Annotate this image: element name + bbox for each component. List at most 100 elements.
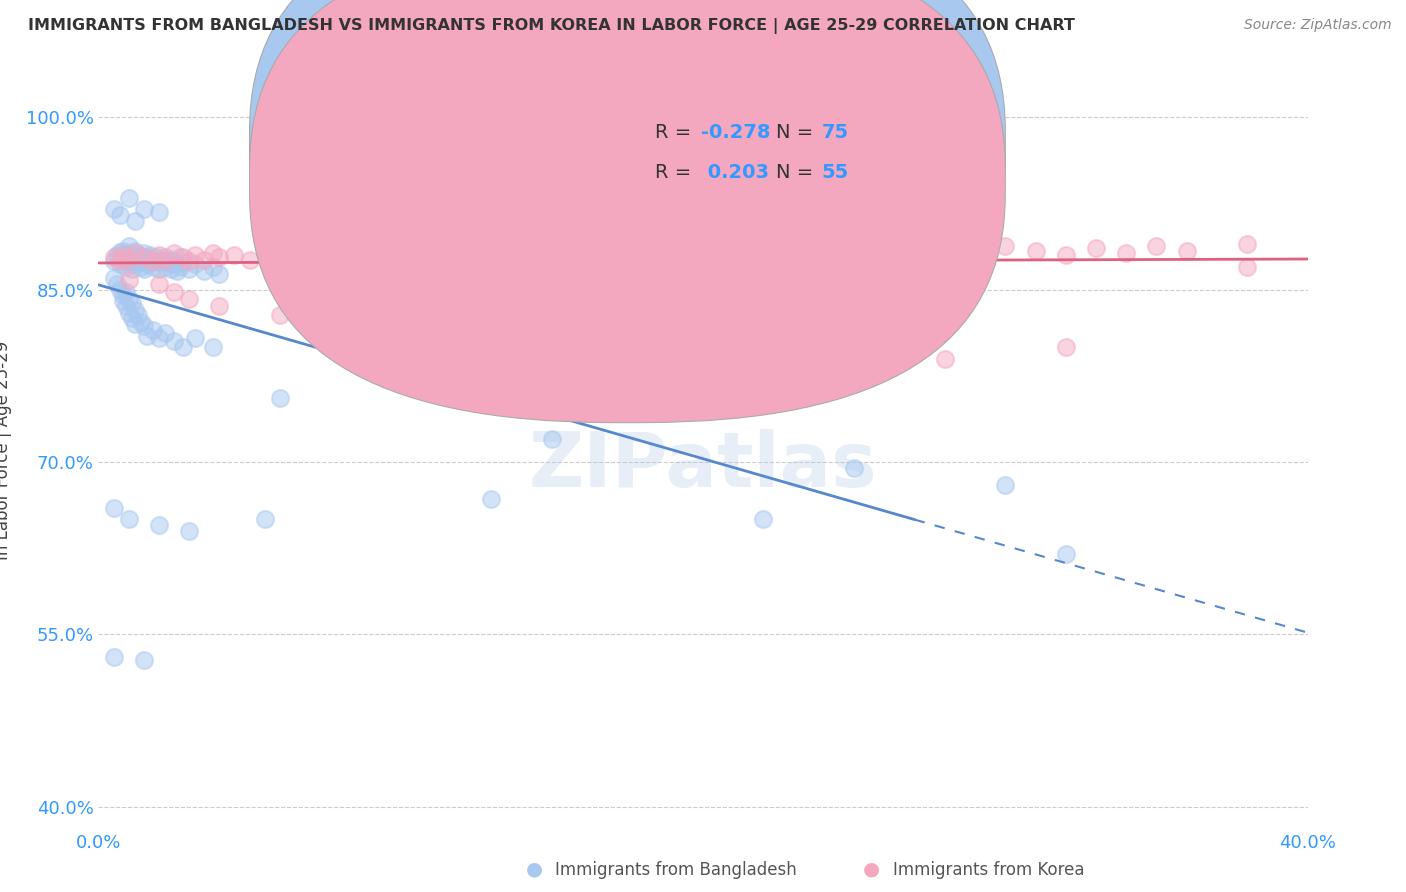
Point (1144, 239, 1167, 253)
Point (1054, 248, 1077, 262)
Text: N =: N = (776, 163, 820, 183)
Point (108, 257, 131, 271)
Point (108, 254, 131, 268)
Point (253, 245, 276, 260)
Point (103, 271, 125, 285)
Point (1024, 244, 1046, 258)
Point (873, 244, 896, 258)
Point (142, 252, 165, 267)
Point (118, 245, 141, 260)
Point (994, 239, 1017, 253)
Point (148, 262, 170, 277)
Point (132, 251, 155, 265)
Point (114, 260, 136, 274)
Text: IMMIGRANTS FROM BANGLADESH VS IMMIGRANTS FROM KOREA IN LABOR FORCE | AGE 25-29 C: IMMIGRANTS FROM BANGLADESH VS IMMIGRANTS… (28, 18, 1076, 34)
FancyBboxPatch shape (588, 102, 897, 204)
Point (124, 244, 146, 258)
Point (132, 319, 155, 334)
Text: ZIPatlas: ZIPatlas (529, 429, 877, 502)
Point (631, 244, 654, 258)
Point (163, 285, 186, 299)
Point (184, 257, 207, 271)
Point (172, 251, 194, 265)
Point (360, 251, 382, 265)
Point (169, 251, 191, 265)
Point (135, 328, 157, 343)
Point (148, 518, 170, 533)
Point (142, 323, 165, 337)
Point (127, 255, 149, 269)
Point (118, 305, 141, 319)
Point (132, 254, 155, 268)
Point (118, 252, 141, 267)
Point (752, 512, 775, 526)
Point (208, 299, 231, 313)
Point (692, 241, 714, 255)
Point (160, 262, 183, 277)
Point (1236, 260, 1258, 274)
Point (783, 248, 806, 262)
Point (118, 239, 141, 253)
Text: 0.203: 0.203 (700, 163, 769, 183)
Point (121, 296, 143, 310)
Text: R =: R = (655, 163, 697, 183)
Point (111, 244, 134, 258)
Text: N =: N = (776, 123, 820, 143)
Point (148, 277, 170, 291)
Point (184, 331, 207, 345)
Text: Immigrants from Korea: Immigrants from Korea (893, 861, 1084, 879)
Point (179, 292, 201, 306)
Point (299, 252, 322, 267)
FancyBboxPatch shape (250, 0, 1005, 386)
Point (602, 245, 624, 260)
Point (111, 288, 134, 302)
Point (481, 491, 503, 506)
Point (129, 260, 152, 274)
Point (202, 245, 225, 260)
Point (172, 255, 194, 269)
Point (994, 478, 1017, 492)
Point (142, 260, 165, 274)
Point (129, 251, 152, 265)
Point (118, 292, 141, 306)
Point (239, 252, 262, 267)
Point (103, 251, 125, 265)
FancyBboxPatch shape (250, 0, 1005, 423)
Point (661, 248, 683, 262)
Point (844, 460, 866, 475)
Point (132, 245, 155, 260)
Point (135, 257, 157, 271)
Point (114, 285, 136, 299)
Text: Immigrants from Bangladesh: Immigrants from Bangladesh (555, 861, 797, 879)
Point (105, 248, 128, 262)
Point (132, 652, 155, 666)
Point (148, 331, 170, 345)
Point (124, 317, 146, 331)
Point (142, 254, 165, 268)
Point (208, 267, 231, 281)
Point (163, 334, 186, 349)
Point (571, 241, 593, 255)
Point (193, 264, 215, 278)
Point (153, 252, 176, 267)
Point (124, 303, 146, 318)
Text: 75: 75 (821, 123, 849, 143)
Point (135, 251, 157, 265)
Point (132, 202, 155, 217)
Point (108, 283, 131, 297)
Point (934, 254, 956, 268)
Text: Source: ZipAtlas.com: Source: ZipAtlas.com (1244, 18, 1392, 32)
Point (1236, 236, 1258, 251)
Point (1175, 244, 1198, 258)
Point (163, 245, 186, 260)
Point (111, 248, 134, 262)
Point (184, 248, 207, 262)
Point (160, 252, 183, 267)
Point (124, 245, 146, 260)
Point (269, 391, 291, 405)
Y-axis label: In Labor Force | Age 25-29: In Labor Force | Age 25-29 (0, 341, 11, 560)
Point (1054, 340, 1077, 354)
Point (166, 264, 188, 278)
Point (108, 244, 131, 259)
Point (121, 254, 143, 268)
